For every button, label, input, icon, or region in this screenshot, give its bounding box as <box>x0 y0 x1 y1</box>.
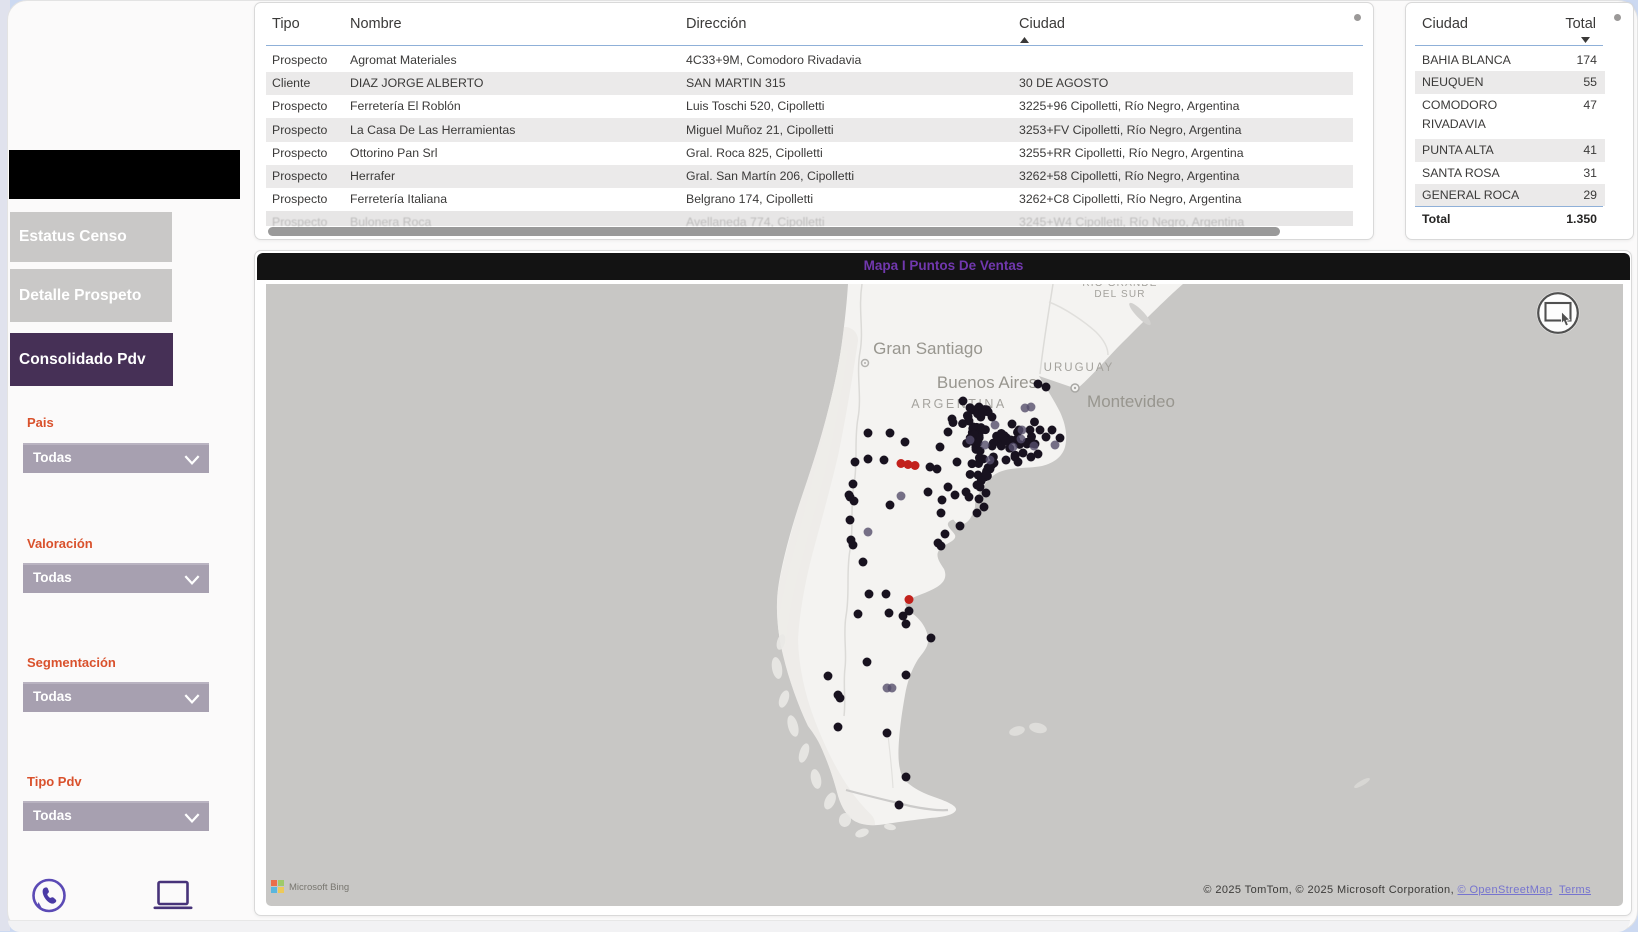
svg-text:Montevideo: Montevideo <box>1087 392 1175 411</box>
svg-text:Gran Santiago: Gran Santiago <box>873 339 983 358</box>
svg-text:Buenos Aires: Buenos Aires <box>937 373 1037 392</box>
svg-text:DEL SUR: DEL SUR <box>1094 289 1145 300</box>
svg-text:URUGUAY: URUGUAY <box>1044 362 1115 374</box>
svg-text:RIO GRANDE: RIO GRANDE <box>1082 284 1157 289</box>
